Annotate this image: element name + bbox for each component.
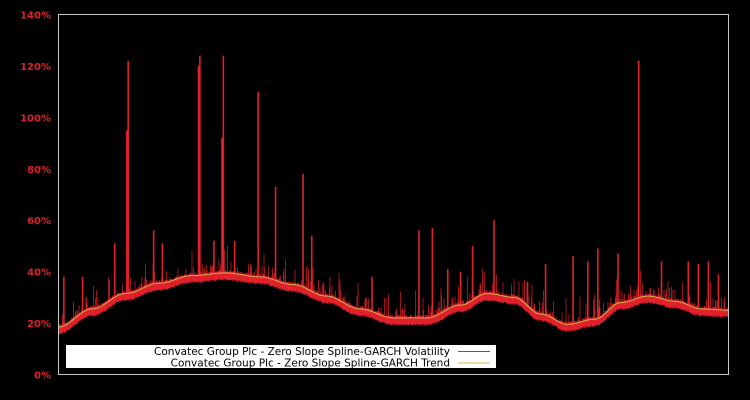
y-axis-ticks: 0% 20% 40% 60% 80% 100% 120% 140% bbox=[20, 11, 51, 382]
y-tick-label: 120% bbox=[20, 62, 51, 73]
y-tick-label: 140% bbox=[20, 11, 51, 22]
y-tick-label: 60% bbox=[27, 216, 51, 227]
volatility-spikes bbox=[63, 55, 720, 329]
axes-frame bbox=[58, 14, 729, 375]
y-tick-label: 80% bbox=[27, 165, 51, 176]
y-tick-label: 0% bbox=[34, 371, 51, 382]
plot-area bbox=[58, 55, 729, 335]
y-tick-label: 100% bbox=[20, 113, 51, 124]
y-tick-label: 20% bbox=[27, 319, 51, 330]
legend: Convatec Group Plc - Zero Slope Spline-G… bbox=[66, 345, 496, 370]
y-tick-label: 40% bbox=[27, 268, 51, 279]
legend-label-volatility: Convatec Group Plc - Zero Slope Spline-G… bbox=[154, 346, 450, 358]
legend-box bbox=[66, 345, 496, 368]
trend-series bbox=[58, 272, 729, 328]
legend-label-trend: Convatec Group Plc - Zero Slope Spline-G… bbox=[171, 358, 450, 370]
